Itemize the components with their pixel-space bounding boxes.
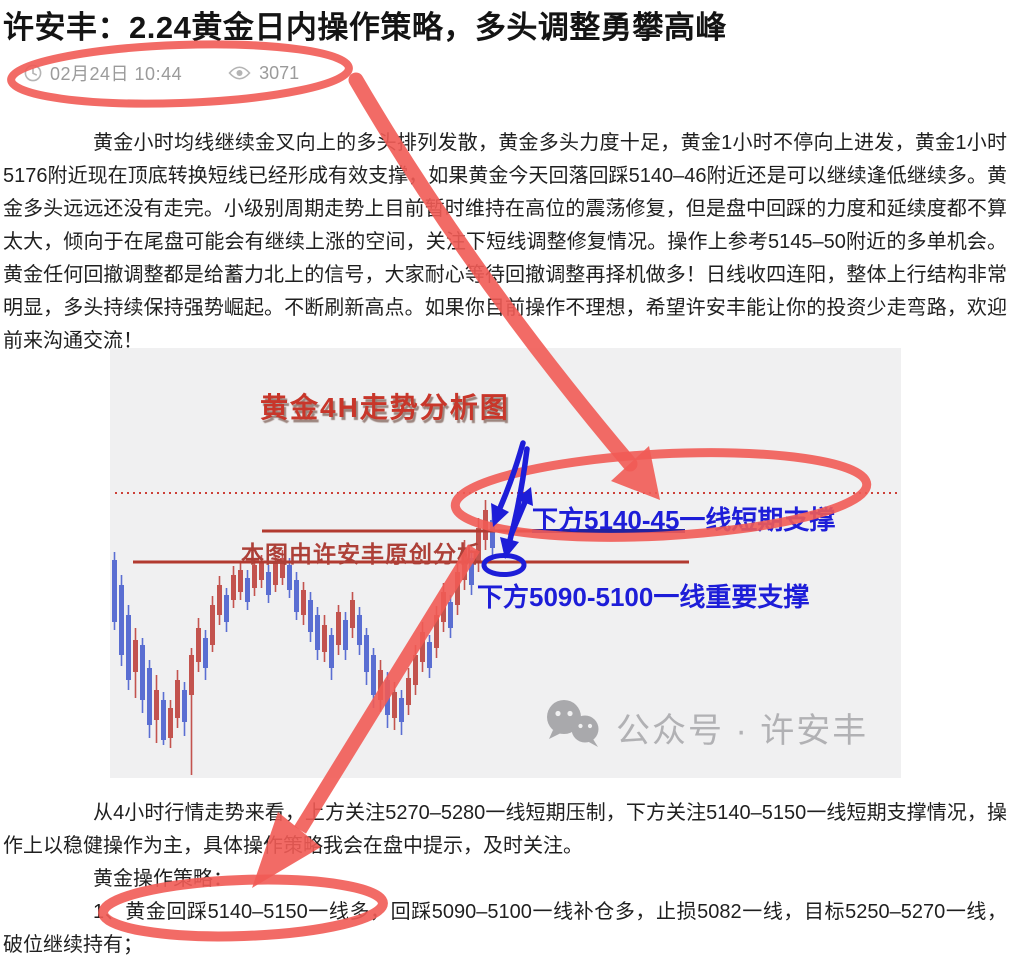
paragraph-outlook: 从4小时行情走势来看，上方关注5270–5280一线短期压制，下方关注5140–… bbox=[3, 802, 1007, 857]
view-count: 3071 bbox=[259, 62, 300, 83]
clock-icon bbox=[24, 64, 42, 82]
support-label-5140-45: 下方5140-45一线短期支撑 bbox=[532, 505, 836, 535]
gold-4h-chart-image: 黄金4H走势分析图 本图由许安丰原创分析 下方5140-45一线短期支撑 下方5… bbox=[110, 348, 901, 778]
strategy-heading: 黄金操作策略： bbox=[93, 868, 233, 890]
strategy-line: 1、黄金回踩5140–5150一线多，回踩5090–5100一线补仓多，止损50… bbox=[3, 901, 1007, 956]
support-label-5090-5100: 下方5090-5100一线重要支撑 bbox=[477, 582, 810, 612]
page-title: 许安丰：2.24黄金日内操作策略，多头调整勇攀高峰 bbox=[3, 10, 727, 45]
views-eye-icon bbox=[228, 65, 251, 81]
wechat-account-name: 公众号 · 许安丰 bbox=[616, 712, 869, 750]
wechat-watermark: 公众号 · 许安丰 bbox=[542, 698, 868, 757]
publish-date: 02月24日 10:44 bbox=[50, 64, 183, 84]
wechat-icon bbox=[542, 698, 606, 757]
chart-author-watermark: 本图由许安丰原创分析 bbox=[241, 541, 481, 567]
article-meta: 02月24日 10:44 3071 bbox=[24, 61, 299, 85]
chart-title: 黄金4H走势分析图 bbox=[260, 392, 510, 423]
paragraph-analysis: 黄金小时均线继续金叉向上的多头排列发散，黄金多头力度十足，黄金1小时不停向上进发… bbox=[3, 132, 1007, 352]
